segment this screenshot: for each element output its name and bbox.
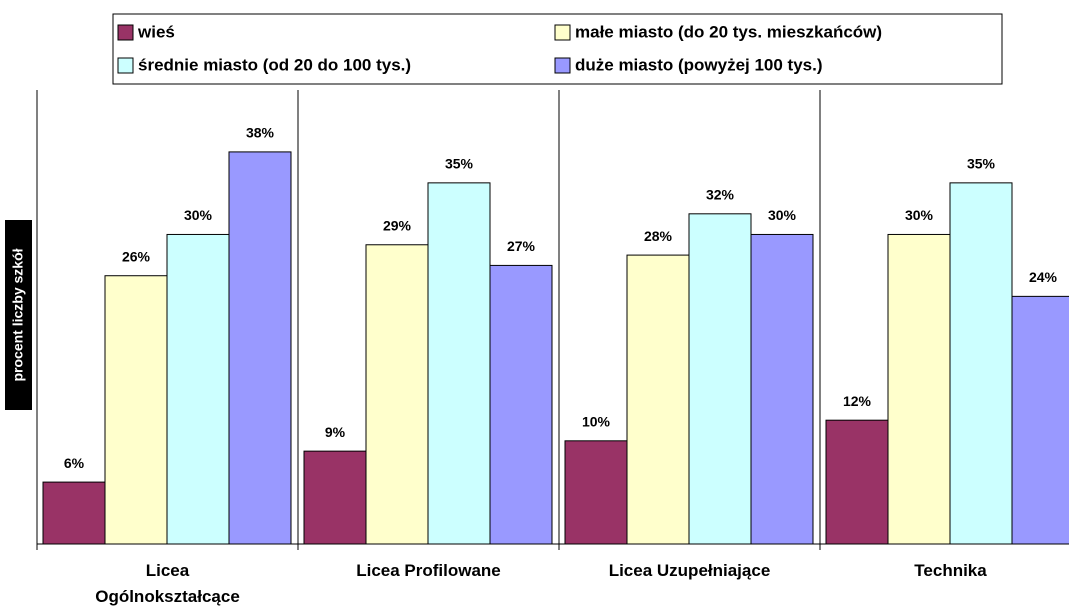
data-label: 28% — [644, 228, 673, 244]
data-label: 29% — [383, 217, 412, 233]
bar — [104, 275, 168, 545]
y-axis-label: procent liczby szkół — [10, 248, 26, 381]
x-tick-label: Licea Ogólnokształcące — [95, 561, 240, 606]
data-label: 30% — [905, 207, 934, 223]
data-label: 35% — [445, 156, 474, 172]
legend-swatch — [117, 57, 134, 74]
bar — [42, 481, 106, 545]
bar — [887, 233, 951, 545]
bar — [949, 182, 1013, 545]
bar — [166, 233, 230, 545]
bar — [427, 182, 491, 545]
bar — [365, 244, 429, 545]
bar — [626, 254, 690, 545]
data-label: 30% — [768, 207, 797, 223]
bar — [228, 151, 292, 545]
x-tick-label: Licea Uzupełniające — [608, 561, 771, 580]
bar — [489, 264, 553, 545]
data-label: 38% — [246, 125, 275, 141]
bar — [1011, 295, 1069, 545]
data-label: 32% — [706, 187, 735, 203]
legend-label: wieś — [137, 22, 175, 41]
bar — [303, 450, 367, 545]
legend-label: średnie miasto (od 20 do 100 tys.) — [138, 55, 411, 74]
x-tick-label: Technika — [914, 561, 987, 580]
legend-label: małe miasto (do 20 tys. mieszkańców) — [575, 22, 882, 41]
legend-swatch — [117, 24, 134, 41]
data-label: 6% — [64, 455, 85, 471]
data-label: 10% — [582, 414, 611, 430]
data-label: 35% — [967, 156, 996, 172]
x-tick-label: Licea Profilowane — [356, 561, 501, 580]
data-label: 12% — [843, 393, 872, 409]
bar — [750, 233, 814, 545]
legend-swatch — [554, 24, 571, 41]
y-label-bg — [5, 220, 32, 410]
legend-swatch — [554, 57, 571, 74]
bar — [688, 213, 752, 545]
bar — [825, 419, 889, 545]
data-label: 30% — [184, 207, 213, 223]
bar — [564, 440, 628, 545]
data-label: 9% — [325, 424, 346, 440]
data-label: 27% — [507, 238, 536, 254]
data-label: 26% — [122, 248, 151, 264]
data-label: 24% — [1029, 269, 1058, 285]
legend-label: duże miasto (powyżej 100 tys.) — [575, 55, 823, 74]
